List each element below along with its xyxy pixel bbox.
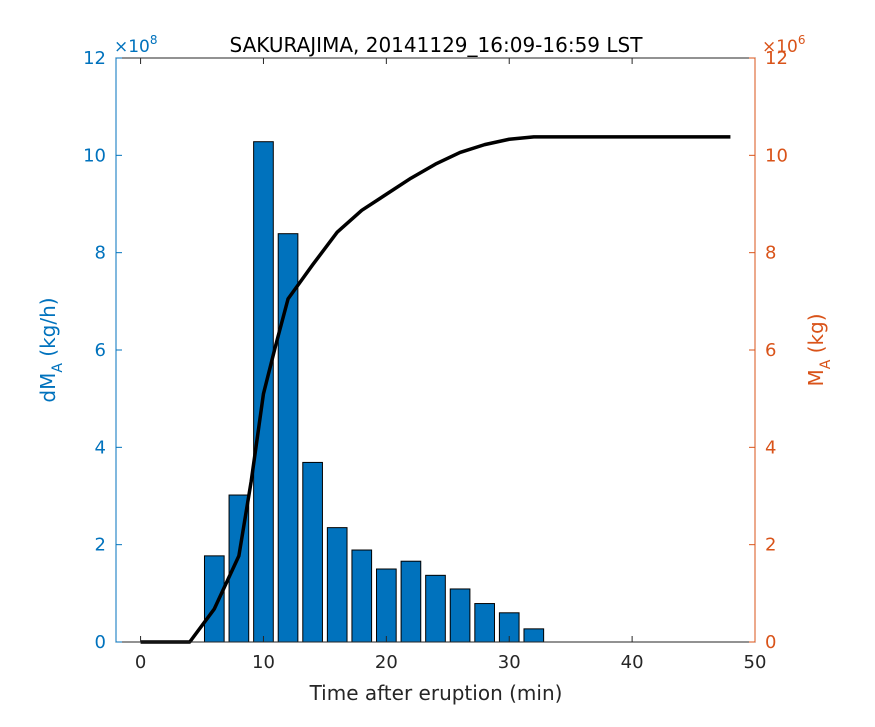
y-tick-label-right: 4 [765, 437, 776, 458]
bar [449, 588, 471, 643]
bar [523, 628, 545, 643]
y-tick-label-right: 10 [765, 145, 788, 166]
y-tick-label-right: 8 [765, 243, 776, 264]
y-tick-label-left: 2 [95, 535, 106, 556]
y-tick-label-right: 12 [765, 48, 788, 69]
bar [425, 574, 446, 643]
y-tick-label-right: 2 [765, 535, 776, 556]
plot-area [116, 58, 755, 642]
x-tick-label: 0 [135, 652, 146, 673]
x-tick-label: 40 [621, 652, 644, 673]
y-tick-label-left: 10 [83, 145, 106, 166]
y-tick-label-right: 0 [765, 632, 776, 653]
y-axis-right-label: MA (kg) [804, 313, 834, 386]
line-series [140, 135, 731, 644]
x-axis: 0 10 20 30 40 50 [135, 58, 767, 673]
y-axis-right: 0 2 4 6 8 10 12 [749, 48, 788, 653]
x-tick-label: 10 [252, 652, 275, 673]
bar [277, 233, 299, 643]
y-axis-left-exponent: ×108 [114, 33, 158, 57]
bar [351, 549, 373, 643]
bar [302, 461, 323, 643]
bar [376, 568, 397, 643]
cumulative-line [140, 135, 731, 644]
y-tick-label-left: 6 [95, 340, 106, 361]
x-tick-label: 30 [498, 652, 521, 673]
x-axis-label: Time after eruption (min) [309, 681, 563, 705]
bar [203, 555, 225, 643]
x-tick-label: 50 [744, 652, 767, 673]
y-tick-label-left: 8 [95, 243, 106, 264]
y-tick-label-left: 0 [95, 632, 106, 653]
y-tick-label-left: 12 [83, 48, 106, 69]
y-tick-label-right: 6 [765, 340, 776, 361]
bar [326, 527, 348, 643]
chart-title: SAKURAJIMA, 20141129_16:09-16:59 LST [230, 33, 644, 57]
x-tick-label: 20 [375, 652, 398, 673]
y-tick-label-left: 4 [95, 437, 106, 458]
bar [474, 603, 495, 643]
y-axis-left: 0 2 4 6 8 10 12 [83, 48, 122, 653]
y-axis-left-label: dMA (kg/h) [36, 297, 66, 402]
y-axis-right-exponent: ×106 [762, 33, 806, 57]
bar [400, 560, 422, 643]
